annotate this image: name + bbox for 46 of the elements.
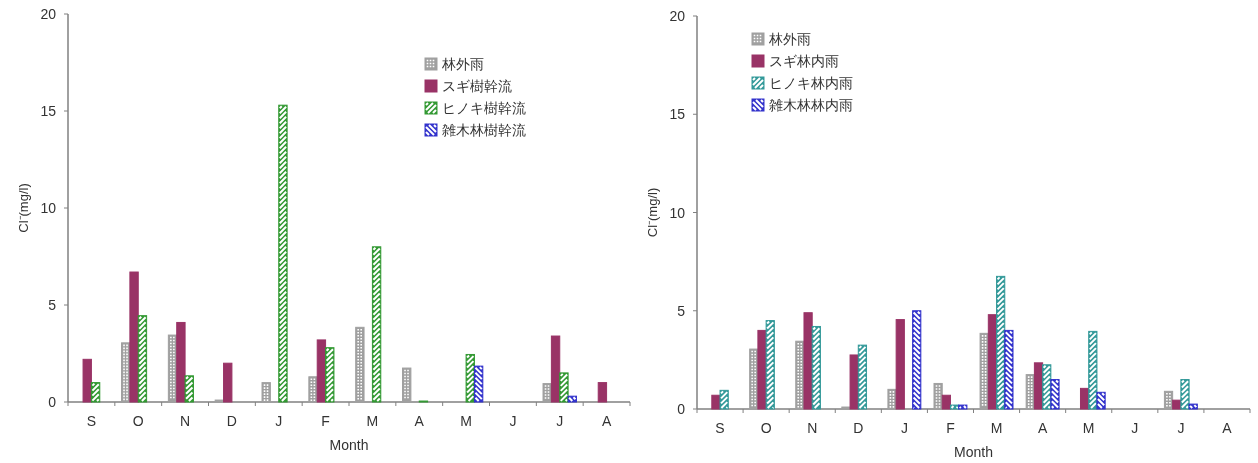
x-tick-label: A [414, 413, 425, 429]
x-tick-label: D [226, 413, 237, 429]
x-tick-label: S [86, 413, 97, 429]
y-tick-label: 0 [48, 394, 57, 410]
y-tick-label: 5 [48, 297, 57, 313]
legend-label: スギ樹幹流 [442, 78, 512, 94]
legend-label: ヒノキ樹幹流 [442, 100, 526, 116]
x-tick-label: O [760, 420, 772, 436]
legend-label: ヒノキ林内雨 [769, 75, 853, 91]
y-tick-label: 15 [40, 103, 57, 119]
x-tick-label: A [1037, 420, 1048, 436]
x-tick-label: M [990, 420, 1003, 436]
x-tick-label: J [509, 413, 517, 429]
x-tick-label: M [460, 413, 472, 429]
y-tick-label: 0 [677, 401, 686, 417]
y-tick-label: 10 [669, 204, 686, 221]
x-tick-label: A [1222, 420, 1233, 436]
y-tick-label: 20 [40, 6, 57, 22]
x-tick-label: M [366, 413, 379, 429]
x-tick-label: S [715, 420, 725, 436]
x-axis-title: Month [329, 437, 369, 453]
y-tick-label: 15 [669, 106, 686, 123]
x-tick-label: F [321, 413, 330, 429]
y-axis-title: Cl⁻(mg/l) [645, 187, 660, 238]
x-tick-label: J [1131, 420, 1139, 436]
x-tick-label: F [946, 420, 955, 436]
legend-label: スギ林内雨 [769, 53, 839, 69]
legend-label: 雑木林樹幹流 [442, 122, 526, 138]
x-tick-label: J [556, 413, 564, 429]
x-tick-label: O [132, 413, 144, 429]
y-tick-label: 5 [677, 302, 686, 319]
x-tick-label: J [900, 420, 908, 436]
x-tick-label: A [601, 413, 612, 429]
x-axis-title: Month [954, 444, 993, 460]
y-axis-title: Cl⁻(mg/l) [16, 183, 31, 233]
x-tick-label: N [180, 413, 191, 429]
legend-label: 林外雨 [768, 31, 811, 47]
legend-label: 林外雨 [441, 56, 484, 72]
y-tick-label: 10 [40, 200, 57, 216]
x-tick-label: J [275, 413, 283, 429]
x-tick-label: N [807, 420, 818, 436]
x-tick-label: M [1082, 420, 1095, 436]
y-tick-label: 20 [669, 8, 686, 24]
x-tick-label: J [1177, 420, 1185, 436]
legend-label: 雑木林林内雨 [769, 97, 853, 113]
x-tick-label: D [853, 420, 864, 436]
